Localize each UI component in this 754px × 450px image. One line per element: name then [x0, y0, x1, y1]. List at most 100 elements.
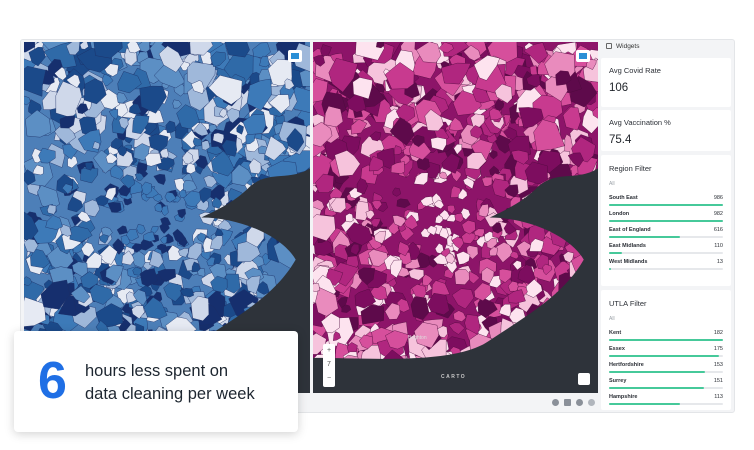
map-region — [139, 268, 158, 287]
map-region — [517, 264, 536, 285]
filter-row[interactable]: Essex 175 — [609, 346, 723, 360]
zoom-level: 7 — [327, 361, 331, 368]
filter-row[interactable]: Surrey 151 — [609, 378, 723, 392]
callout-card: 6 hours less spent on data cleaning per … — [14, 331, 298, 432]
zoom-control[interactable]: + 7 − — [323, 344, 335, 387]
map-region — [197, 232, 206, 243]
map-region — [328, 57, 358, 93]
zoom-in[interactable]: + — [326, 347, 332, 354]
share-icons — [552, 399, 595, 406]
filter-row[interactable]: East Midlands 110 — [609, 243, 723, 257]
zoom-out[interactable]: − — [326, 375, 332, 382]
map-region — [221, 139, 238, 157]
map-region — [313, 78, 329, 103]
map-region — [81, 242, 95, 258]
map-region — [80, 271, 99, 289]
filter-row[interactable]: Hampshire 113 — [609, 394, 723, 408]
widget-value: 106 — [609, 82, 629, 94]
map-region — [172, 228, 186, 243]
map-region — [264, 135, 287, 161]
map-region — [116, 225, 128, 235]
filter-label: West Midlands — [609, 259, 648, 265]
filter-label: London — [609, 211, 630, 217]
twitter-icon[interactable] — [552, 399, 559, 406]
filter-row[interactable]: South East 986 — [609, 195, 723, 209]
map-region — [199, 187, 212, 204]
filter-widget: Region Filter All South East 986 London 982 Ea… — [601, 155, 731, 286]
map-region — [357, 267, 376, 286]
map-region — [330, 197, 347, 214]
map-region — [104, 63, 119, 77]
map-region — [210, 275, 228, 293]
map-region — [121, 250, 135, 266]
filter-bar — [609, 371, 705, 373]
map-region — [89, 283, 114, 305]
map-region — [320, 312, 340, 334]
map-region — [368, 249, 389, 267]
kpi-widget: Avg Vaccination % 75.4 — [601, 110, 731, 151]
map-region — [494, 83, 513, 104]
map-region — [313, 55, 326, 67]
filter-row[interactable]: East of England 616 — [609, 227, 723, 241]
map-region — [210, 235, 224, 250]
map-region — [118, 117, 129, 130]
filter-count: 616 — [713, 227, 723, 233]
map-region — [447, 204, 456, 214]
map-region — [454, 212, 464, 223]
map-region — [451, 236, 464, 250]
map-region — [126, 42, 141, 54]
map-region — [126, 229, 139, 242]
linkedin-icon[interactable] — [564, 399, 571, 406]
map-region — [93, 42, 123, 59]
map-region — [365, 209, 375, 220]
map-region — [167, 244, 184, 261]
filter-row[interactable]: Kent 182 — [609, 330, 723, 344]
map-region — [66, 74, 81, 89]
map-region — [384, 302, 401, 320]
map-region — [177, 208, 186, 219]
map-region — [120, 174, 136, 189]
layers-button[interactable] — [578, 373, 590, 385]
map-region — [477, 296, 498, 318]
map-region — [470, 125, 483, 139]
map-region — [25, 109, 52, 138]
filter-bar — [609, 355, 719, 357]
map-region — [40, 279, 70, 310]
filter-count: 175 — [713, 346, 723, 352]
map-region — [284, 78, 295, 90]
map-region — [473, 55, 500, 81]
map-region — [38, 147, 56, 164]
map-region — [67, 196, 83, 213]
map-region — [164, 191, 177, 203]
map-region — [456, 251, 471, 265]
filter-row[interactable]: London 982 — [609, 211, 723, 225]
map-region — [313, 121, 333, 148]
map-region — [422, 274, 433, 287]
map-region — [80, 167, 99, 184]
map-region — [132, 289, 147, 306]
filter-track — [609, 220, 723, 222]
map-region — [70, 285, 91, 304]
map-region — [390, 259, 403, 279]
filter-count: 182 — [713, 330, 723, 336]
map-region — [438, 42, 454, 54]
link-icon[interactable] — [588, 399, 595, 406]
map-region — [268, 94, 291, 114]
map-region — [136, 224, 146, 235]
map-region — [108, 109, 119, 120]
widget-value: 75.4 — [609, 134, 632, 146]
map-region — [489, 108, 504, 121]
filter-count: 113 — [714, 394, 723, 400]
facebook-icon[interactable] — [576, 399, 583, 406]
map-region — [333, 331, 341, 341]
filter-row[interactable]: West Midlands 13 — [609, 259, 723, 273]
map-region — [334, 262, 360, 287]
map-region — [512, 260, 522, 271]
map-region — [396, 198, 411, 209]
map-region — [159, 223, 170, 234]
map-region — [286, 127, 305, 152]
map-region — [160, 236, 168, 245]
filter-row[interactable]: Hertfordshire 153 — [609, 362, 723, 376]
map-region — [489, 150, 498, 160]
